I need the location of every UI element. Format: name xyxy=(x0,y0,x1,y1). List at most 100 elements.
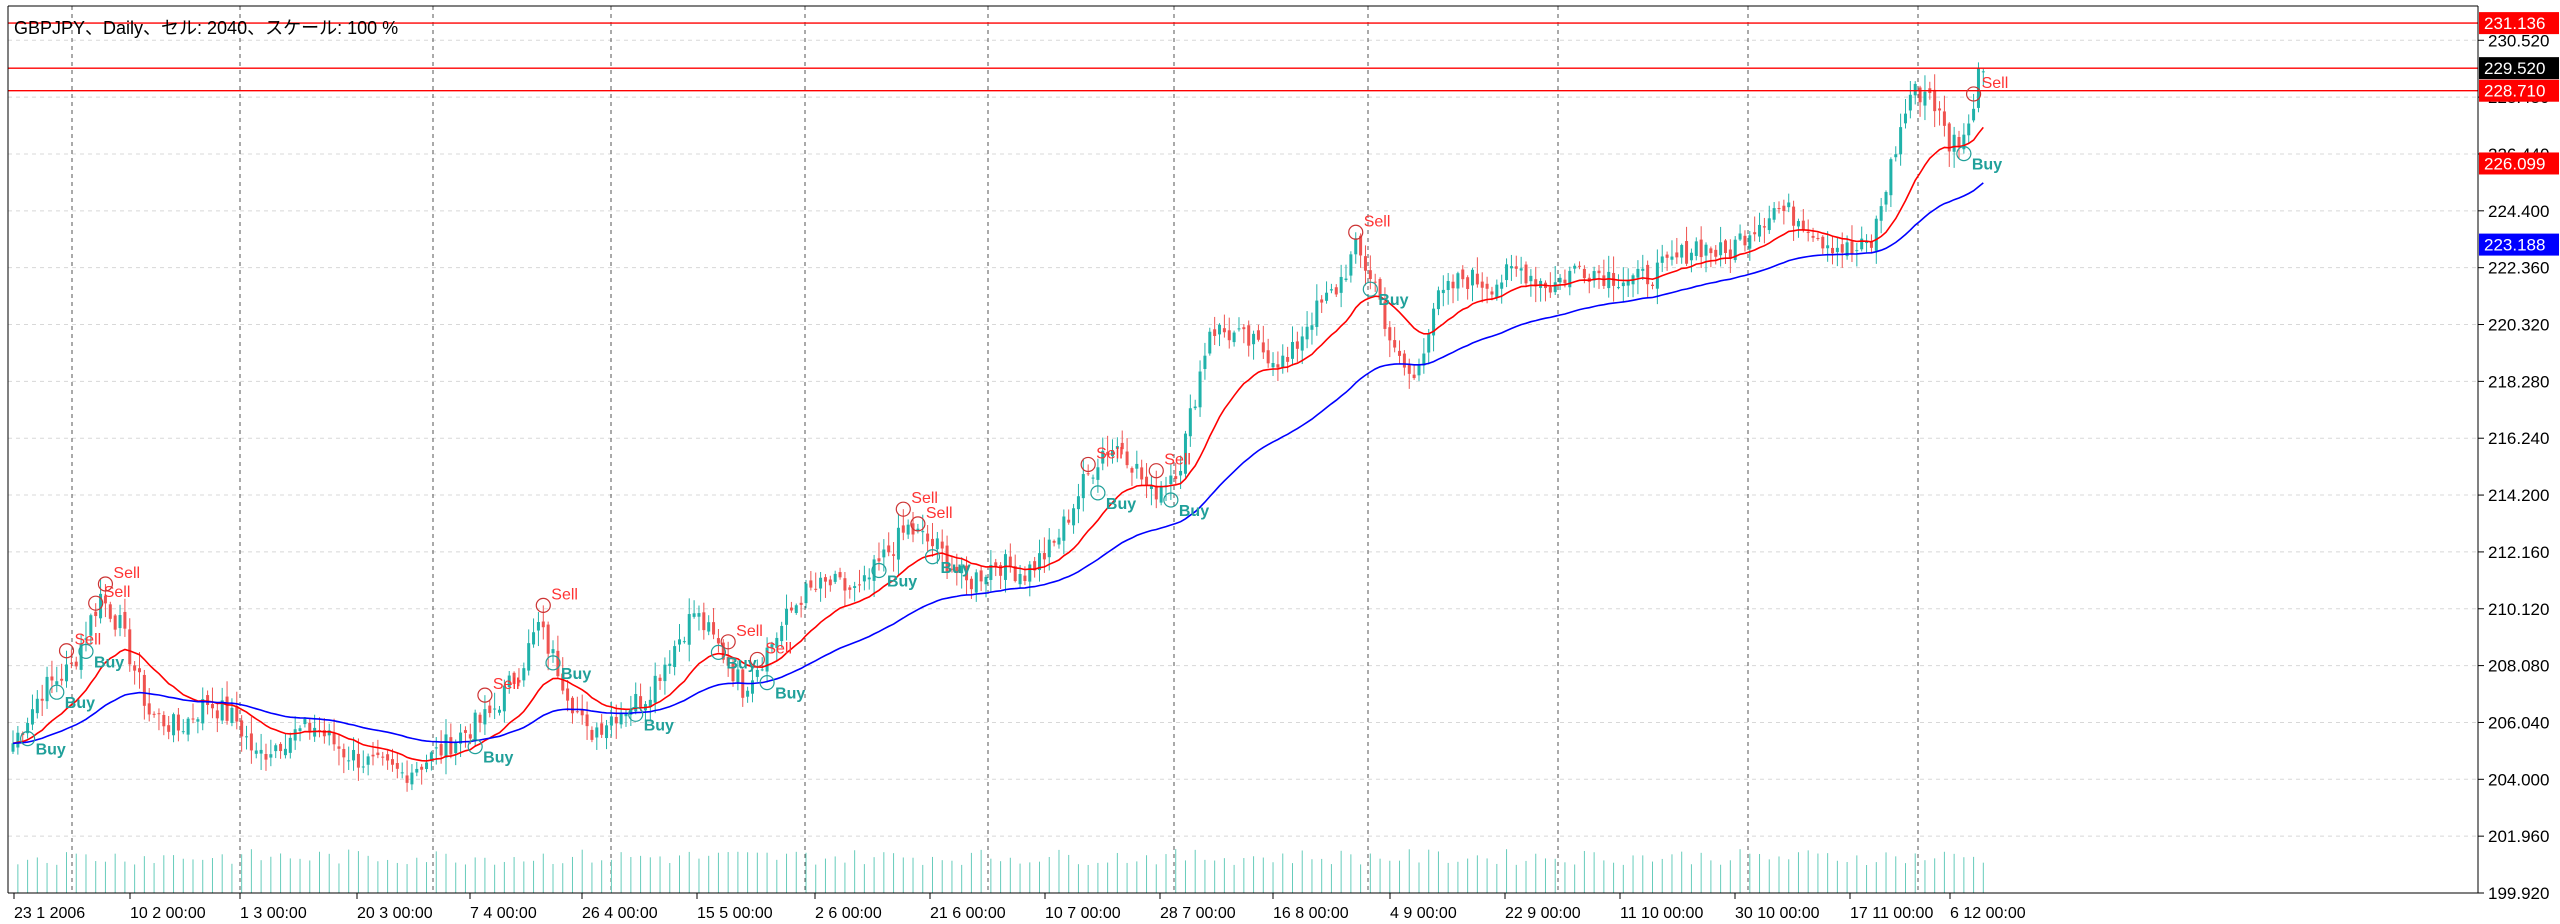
candle-body xyxy=(1422,353,1426,366)
x-tick-label: 4 9 00:00 xyxy=(1390,905,1457,922)
candle-body xyxy=(1758,224,1762,237)
candle-body xyxy=(570,697,574,714)
candle-body xyxy=(425,762,429,770)
signal-label: Sell xyxy=(75,632,102,649)
candle-body xyxy=(269,754,273,758)
candle-body xyxy=(1801,220,1805,230)
candle-body xyxy=(356,753,360,768)
candle-body xyxy=(1806,231,1810,233)
candle-body xyxy=(1641,268,1645,271)
candle-body xyxy=(663,664,667,682)
price-label-text: 223.188 xyxy=(2484,236,2545,255)
candle-body xyxy=(254,750,258,754)
candle-body xyxy=(673,646,677,668)
candle-body xyxy=(1913,83,1917,96)
signal-label: Buy xyxy=(644,717,674,734)
candle-body xyxy=(1704,244,1708,256)
candle-body xyxy=(1500,282,1504,289)
candle-body xyxy=(342,748,346,758)
candle-body xyxy=(862,575,866,582)
candle-body xyxy=(1237,328,1241,330)
candle-body xyxy=(639,696,643,708)
candle-body xyxy=(11,743,15,752)
signal-label: Sell xyxy=(551,586,578,603)
candle-body xyxy=(225,696,229,721)
candle-body xyxy=(1719,242,1723,256)
candle-body xyxy=(712,622,716,635)
candle-body xyxy=(1694,241,1698,256)
candle-body xyxy=(794,605,798,614)
candle-body xyxy=(1378,279,1382,300)
candle-body xyxy=(1563,279,1567,284)
signal-label: Buy xyxy=(1179,503,1209,520)
candle-body xyxy=(429,752,433,761)
candle-body xyxy=(1660,256,1664,263)
candle-body xyxy=(969,578,973,590)
signal-marker xyxy=(1148,463,1164,479)
candle-body xyxy=(1290,341,1294,359)
signal-marker xyxy=(749,651,765,668)
signal-marker xyxy=(545,655,561,671)
ema-fast-line xyxy=(12,126,1984,762)
candle-body xyxy=(1714,249,1718,257)
signal-marker xyxy=(467,739,483,755)
candle-body xyxy=(1787,202,1791,208)
candle-body xyxy=(347,760,351,762)
candle-body xyxy=(1154,485,1158,500)
candle-body xyxy=(1300,336,1304,351)
candle-body xyxy=(89,615,93,636)
candle-body xyxy=(1553,282,1557,293)
candle-body xyxy=(1320,299,1324,303)
candle-body xyxy=(1451,281,1455,289)
y-tick-label: 214.200 xyxy=(2488,486,2549,505)
candle-body xyxy=(595,727,599,738)
price-label-text: 231.136 xyxy=(2484,14,2545,33)
candle-body xyxy=(1125,451,1129,466)
signal-marker xyxy=(535,597,551,613)
signal-marker xyxy=(720,634,736,650)
candle-body xyxy=(1874,218,1878,251)
candle-body xyxy=(1276,364,1280,368)
candle-body xyxy=(167,725,171,732)
candle-body xyxy=(634,693,638,712)
signal-label: Sell xyxy=(1364,213,1391,230)
candle-body xyxy=(1072,508,1076,526)
y-tick-label: 210.120 xyxy=(2488,600,2549,619)
candle-body xyxy=(147,703,151,715)
candle-body xyxy=(527,643,531,671)
candle-body xyxy=(468,734,472,739)
candle-body xyxy=(381,756,385,758)
candle-body xyxy=(74,661,78,667)
candle-body xyxy=(1762,226,1766,228)
candle-body xyxy=(1772,208,1776,220)
candle-body xyxy=(721,642,725,660)
x-tick-label: 6 12 00:00 xyxy=(1950,905,2026,922)
candle-body xyxy=(1879,206,1883,221)
candle-body xyxy=(1140,467,1144,480)
candle-body xyxy=(668,663,672,667)
candle-body xyxy=(1597,270,1601,274)
signal-marker xyxy=(58,643,75,659)
candle-body xyxy=(872,559,876,581)
candle-body xyxy=(1359,235,1363,256)
candle-body xyxy=(624,713,628,717)
candle-body xyxy=(1198,371,1202,408)
candle-body xyxy=(420,766,424,770)
candle-body xyxy=(1471,269,1474,286)
signal-marker xyxy=(88,595,104,611)
candle-body xyxy=(789,607,793,611)
candle-body xyxy=(736,669,740,683)
x-tick-label: 10 7 00:00 xyxy=(1045,905,1121,922)
signal-label: Buy xyxy=(887,574,917,591)
candle-body xyxy=(84,638,88,640)
candle-body xyxy=(45,676,49,702)
candle-body xyxy=(1179,470,1183,476)
candle-body xyxy=(405,775,409,783)
candle-body xyxy=(522,668,526,681)
candle-body xyxy=(892,554,896,556)
ema-slow-line xyxy=(12,182,1984,745)
candle-body xyxy=(1446,280,1450,291)
candle-body xyxy=(1417,364,1421,376)
signal-marker xyxy=(78,643,94,659)
